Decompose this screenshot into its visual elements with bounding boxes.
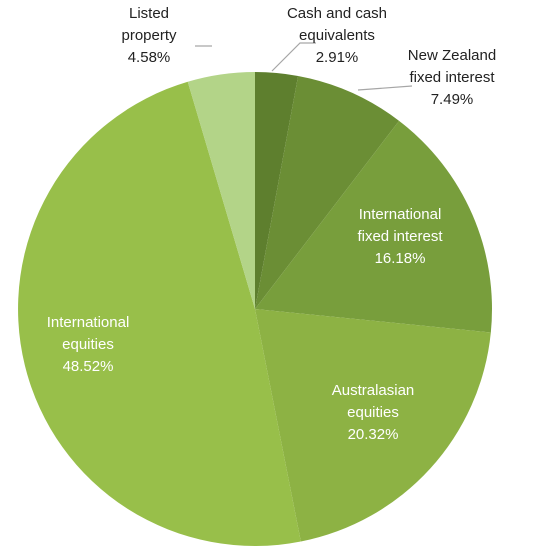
slice-percent: 2.91% <box>316 49 359 66</box>
slice-percent: 20.32% <box>348 426 399 443</box>
slice-label-text: International <box>47 314 130 331</box>
leader-line-1 <box>357 85 413 91</box>
pie-slice-4 <box>18 81 301 546</box>
slice-percent: 16.18% <box>375 250 426 267</box>
slice-label-4: International equities 48.52% <box>47 314 130 375</box>
slice-label-2: International fixed interest 16.18% <box>357 206 443 267</box>
slice-label-text: fixed interest <box>409 69 495 86</box>
pie-slice-2 <box>255 120 492 333</box>
slice-label-text: equities <box>62 336 114 353</box>
slice-label-text: fixed interest <box>357 228 443 245</box>
slice-labels: Cash and cash equivalents 2.91% New Zealand… <box>47 5 496 443</box>
slice-label-text: equities <box>347 404 399 421</box>
slice-label-1: New Zealand fixed interest 7.49% <box>408 47 496 108</box>
pie-slice-1 <box>255 75 400 309</box>
slice-label-text: New Zealand <box>408 47 496 64</box>
slice-label-text: property <box>121 27 177 44</box>
slice-label-text: equivalents <box>299 27 375 44</box>
slice-label-text: Cash and cash <box>287 5 387 22</box>
pie-slice-5 <box>187 72 255 309</box>
slice-label-0: Cash and cash equivalents 2.91% <box>287 5 387 66</box>
slice-percent: 48.52% <box>63 358 114 375</box>
slice-label-text: International <box>359 206 442 223</box>
pie-slices <box>18 72 492 546</box>
slice-label-text: Listed <box>129 5 169 22</box>
slice-label-5: Listed property 4.58% <box>121 5 177 66</box>
pie-slice-3 <box>255 309 491 542</box>
leader-line-0 <box>271 42 316 72</box>
slice-label-text: Australasian <box>332 382 415 399</box>
leader-lines <box>195 42 413 91</box>
slice-percent: 4.58% <box>128 49 171 66</box>
pie-slice-0 <box>255 72 299 309</box>
slice-label-3: Australasian equities 20.32% <box>332 382 415 443</box>
slice-percent: 7.49% <box>431 91 474 108</box>
